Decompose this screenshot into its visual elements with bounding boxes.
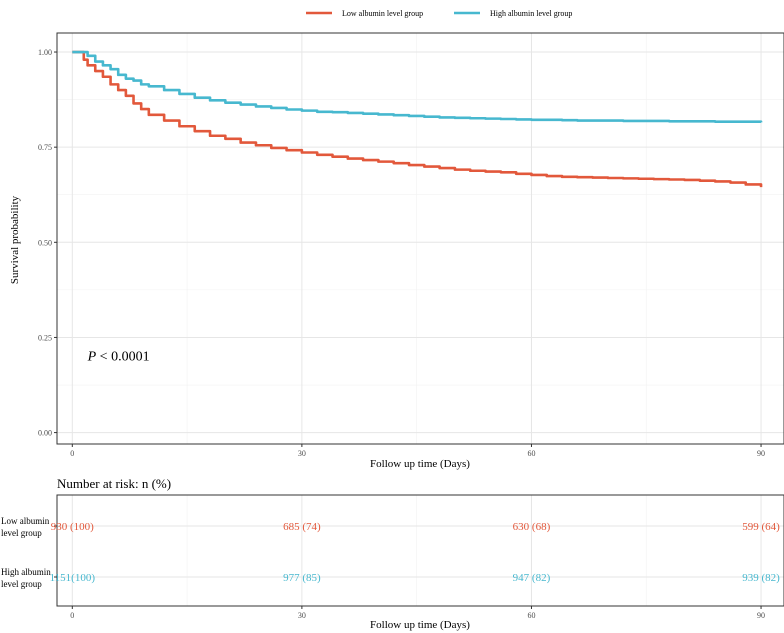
risk-cell: 630 (68)	[513, 521, 551, 533]
risk-cell: 930 (100)	[51, 521, 94, 533]
legend: Low albumin level group High albumin leve…	[306, 9, 572, 18]
plot-gridlines	[57, 33, 784, 444]
y-tick-label: 1.00	[38, 48, 52, 57]
x-tick-label: 60	[527, 449, 535, 458]
y-tick-label: 0.00	[38, 429, 52, 438]
risk-row-label-line1: Low albumin	[1, 516, 50, 526]
x-tick-label: 0	[70, 449, 74, 458]
legend-label-low-albumin: Low albumin level group	[342, 9, 423, 18]
risk-table-row-labels: Low albumin level group High albumin level …	[1, 516, 57, 589]
risk-table-title: Number at risk: n (%)	[57, 476, 171, 491]
risk-table-border	[56, 494, 784, 607]
risk-row-label-line1: High albumin	[1, 567, 51, 577]
risk-x-tick-label: 30	[298, 611, 306, 620]
x-axis-label: Follow up time (Days)	[370, 458, 470, 470]
x-tick-label: 30	[298, 449, 306, 458]
y-tick-label: 0.75	[38, 143, 52, 152]
risk-x-tick-label: 0	[70, 611, 74, 620]
risk-x-tick-label: 60	[527, 611, 535, 620]
risk-table-gridlines	[57, 495, 784, 606]
risk-row-label-line2: level group	[1, 528, 42, 538]
risk-cell: 599 (64)	[742, 521, 780, 533]
risk-cell: 685 (74)	[283, 521, 321, 533]
y-tick-label: 0.25	[38, 333, 52, 342]
risk-table-cells: 930 (100) 685 (74) 630 (68) 599 (64) 1151(10…	[50, 521, 781, 584]
legend-label-high-albumin: High albumin level group	[490, 9, 572, 18]
risk-cell: 947 (82)	[513, 572, 551, 584]
risk-table-background	[57, 495, 784, 606]
low-albumin-curve	[72, 50, 763, 188]
plot-background	[57, 33, 784, 444]
risk-cell: 1151(100)	[50, 572, 96, 584]
y-axis-label: Survival probability	[9, 195, 21, 284]
x-tick-label: 90	[757, 449, 765, 458]
y-tick-label: 0.50	[38, 238, 52, 247]
risk-cell: 939 (82)	[742, 572, 780, 584]
risk-row-label-line2: level group	[1, 579, 42, 589]
y-axis-ticks: 0.00 0.25 0.50 0.75 1.00	[38, 48, 57, 438]
survival-curves	[72, 50, 763, 188]
risk-table-x-ticks: 0 30 60 90	[70, 606, 765, 620]
risk-table: Number at risk: n (%) Low albumin level g…	[1, 476, 784, 631]
plot-border	[56, 32, 784, 445]
x-axis-ticks: 0 30 60 90	[70, 444, 765, 458]
p-value-annotation: P < 0.0001	[87, 349, 150, 364]
risk-cell: 977 (85)	[283, 572, 321, 584]
risk-table-x-axis-label: Follow up time (Days)	[370, 619, 470, 631]
risk-x-tick-label: 90	[757, 611, 765, 620]
survival-plot: 0.000.250.500.751.00 0 30 60 90 P < 0.0001 …	[9, 32, 784, 470]
high-albumin-curve	[72, 50, 763, 123]
